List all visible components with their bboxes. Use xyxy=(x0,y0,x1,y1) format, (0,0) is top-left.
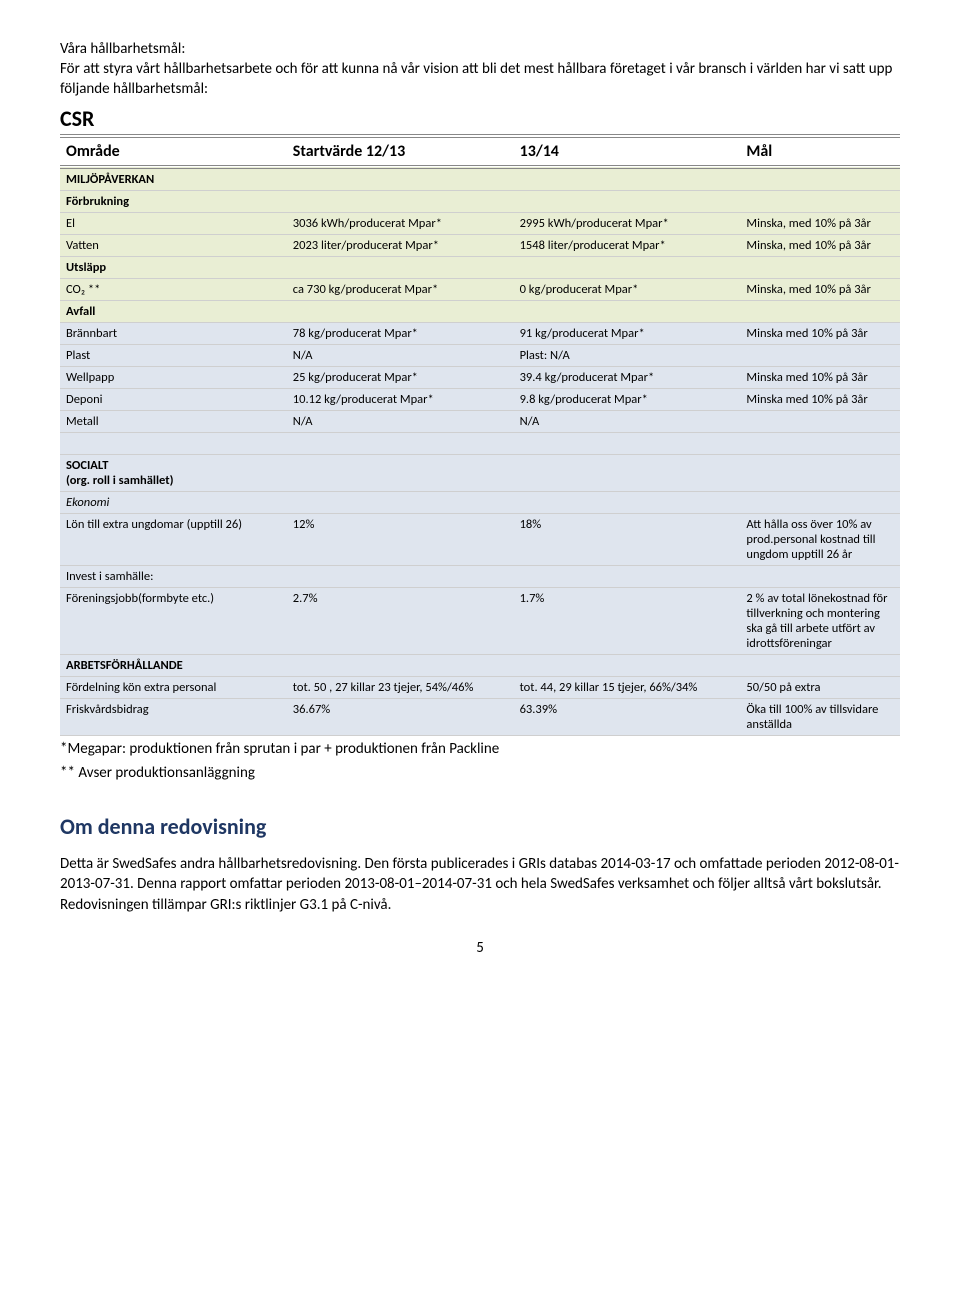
section-label: Utsläpp xyxy=(60,257,287,279)
cell: 78 kg/producerat Mpar* xyxy=(287,323,514,345)
cell: 10.12 kg/producerat Mpar* xyxy=(287,389,514,411)
cell: Minska med 10% på 3år xyxy=(740,389,900,411)
cell: Minska, med 10% på 3år xyxy=(740,235,900,257)
section-label: Ekonomi xyxy=(60,492,287,514)
spacer-row xyxy=(60,433,900,455)
cell xyxy=(740,411,900,433)
cell: Att hålla oss över 10% av prod.personal … xyxy=(740,514,900,566)
section-label: Avfall xyxy=(60,301,287,323)
cell: 1548 liter/producerat Mpar* xyxy=(514,235,741,257)
cell: Fördelning kön extra personal xyxy=(60,677,287,699)
cell: N/A xyxy=(514,411,741,433)
row-deponi: Deponi 10.12 kg/producerat Mpar* 9.8 kg/… xyxy=(60,389,900,411)
section-utslapp: Utsläpp xyxy=(60,257,900,279)
section-label: ARBETSFÖRHÅLLANDE xyxy=(60,655,287,677)
row-metall: Metall N/A N/A xyxy=(60,411,900,433)
col-header-start: Startvärde 12/13 xyxy=(287,136,514,167)
cell: CO₂ ** xyxy=(60,279,287,301)
cell: Föreningsjobb(formbyte etc.) xyxy=(60,588,287,655)
footnote-a: *Megapar: produktionen från sprutan i pa… xyxy=(60,740,900,760)
cell: 3036 kWh/producerat Mpar* xyxy=(287,213,514,235)
row-plast: Plast N/A Plast: N/A xyxy=(60,345,900,367)
cell: 2.7% xyxy=(287,588,514,655)
section-invest: Invest i samhälle: xyxy=(60,566,900,588)
csr-heading: CSR xyxy=(60,105,900,132)
row-frisk: Friskvårdsbidrag 36.67% 63.39% Öka till … xyxy=(60,699,900,736)
cell: Plast xyxy=(60,345,287,367)
cell: 1.7% xyxy=(514,588,741,655)
cell xyxy=(740,345,900,367)
about-text: Detta är SwedSafes andra hållbarhetsredo… xyxy=(60,854,900,915)
intro-heading: Våra hållbarhetsmål: xyxy=(60,40,900,58)
row-co2: CO₂ ** ca 730 kg/producerat Mpar* 0 kg/p… xyxy=(60,279,900,301)
section-miljo: MILJÖPÅVERKAN xyxy=(60,167,900,191)
cell: N/A xyxy=(287,345,514,367)
cell: Minska, med 10% på 3år xyxy=(740,213,900,235)
cell: 25 kg/producerat Mpar* xyxy=(287,367,514,389)
cell: Deponi xyxy=(60,389,287,411)
cell: tot. 50 , 27 killar 23 tjejer, 54%/46% xyxy=(287,677,514,699)
cell: 2 % av total lönekostnad för tillverknin… xyxy=(740,588,900,655)
cell: 2023 liter/producerat Mpar* xyxy=(287,235,514,257)
cell: 0 kg/producerat Mpar* xyxy=(514,279,741,301)
about-heading: Om denna redovisning xyxy=(60,813,900,840)
row-fordelning: Fördelning kön extra personal tot. 50 , … xyxy=(60,677,900,699)
section-label: MILJÖPÅVERKAN xyxy=(60,167,287,191)
socialt-sub: (org. roll i samhället) xyxy=(66,473,173,488)
cell: 63.39% xyxy=(514,699,741,736)
section-arbets: ARBETSFÖRHÅLLANDE xyxy=(60,655,900,677)
cell: 39.4 kg/producerat Mpar* xyxy=(514,367,741,389)
cell: 91 kg/producerat Mpar* xyxy=(514,323,741,345)
intro-text: För att styra vårt hållbarhetsarbete och… xyxy=(60,60,900,99)
cell: Plast: N/A xyxy=(514,345,741,367)
cell: Minska med 10% på 3år xyxy=(740,367,900,389)
col-header-omrade: Område xyxy=(60,136,287,167)
cell: Wellpapp xyxy=(60,367,287,389)
cell: Lön till extra ungdomar (upptill 26) xyxy=(60,514,287,566)
footnote-b: ** Avser produktionsanläggning xyxy=(60,764,900,784)
cell: 18% xyxy=(514,514,741,566)
cell: 36.67% xyxy=(287,699,514,736)
row-el: El 3036 kWh/producerat Mpar* 2995 kWh/pr… xyxy=(60,213,900,235)
cell: tot. 44, 29 killar 15 tjejer, 66%/34% xyxy=(514,677,741,699)
row-forening: Föreningsjobb(formbyte etc.) 2.7% 1.7% 2… xyxy=(60,588,900,655)
table-header-row: Område Startvärde 12/13 13/14 Mål xyxy=(60,136,900,167)
row-lon: Lön till extra ungdomar (upptill 26) 12%… xyxy=(60,514,900,566)
cell: Brännbart xyxy=(60,323,287,345)
col-header-1314: 13/14 xyxy=(514,136,741,167)
section-label: SOCIALT (org. roll i samhället) xyxy=(60,455,287,492)
cell: El xyxy=(60,213,287,235)
cell: 12% xyxy=(287,514,514,566)
cell: ca 730 kg/producerat Mpar* xyxy=(287,279,514,301)
row-brannbart: Brännbart 78 kg/producerat Mpar* 91 kg/p… xyxy=(60,323,900,345)
cell: N/A xyxy=(287,411,514,433)
cell: Metall xyxy=(60,411,287,433)
section-avfall: Avfall xyxy=(60,301,900,323)
cell: Minska, med 10% på 3år xyxy=(740,279,900,301)
cell: Minska med 10% på 3år xyxy=(740,323,900,345)
row-vatten: Vatten 2023 liter/producerat Mpar* 1548 … xyxy=(60,235,900,257)
page-number: 5 xyxy=(60,939,900,957)
section-socialt: SOCIALT (org. roll i samhället) xyxy=(60,455,900,492)
socialt-label: SOCIALT xyxy=(66,458,108,473)
cell: Öka till 100% av tillsvidare anställda xyxy=(740,699,900,736)
section-label: Invest i samhälle: xyxy=(60,566,287,588)
csr-table: Område Startvärde 12/13 13/14 Mål MILJÖP… xyxy=(60,134,900,736)
cell: Vatten xyxy=(60,235,287,257)
section-forbrukning: Förbrukning xyxy=(60,191,900,213)
section-ekonomi: Ekonomi xyxy=(60,492,900,514)
section-label: Förbrukning xyxy=(60,191,287,213)
cell: 2995 kWh/producerat Mpar* xyxy=(514,213,741,235)
cell: Friskvårdsbidrag xyxy=(60,699,287,736)
cell: 50/50 på extra xyxy=(740,677,900,699)
row-wellpapp: Wellpapp 25 kg/producerat Mpar* 39.4 kg/… xyxy=(60,367,900,389)
cell: 9.8 kg/producerat Mpar* xyxy=(514,389,741,411)
col-header-mal: Mål xyxy=(740,136,900,167)
